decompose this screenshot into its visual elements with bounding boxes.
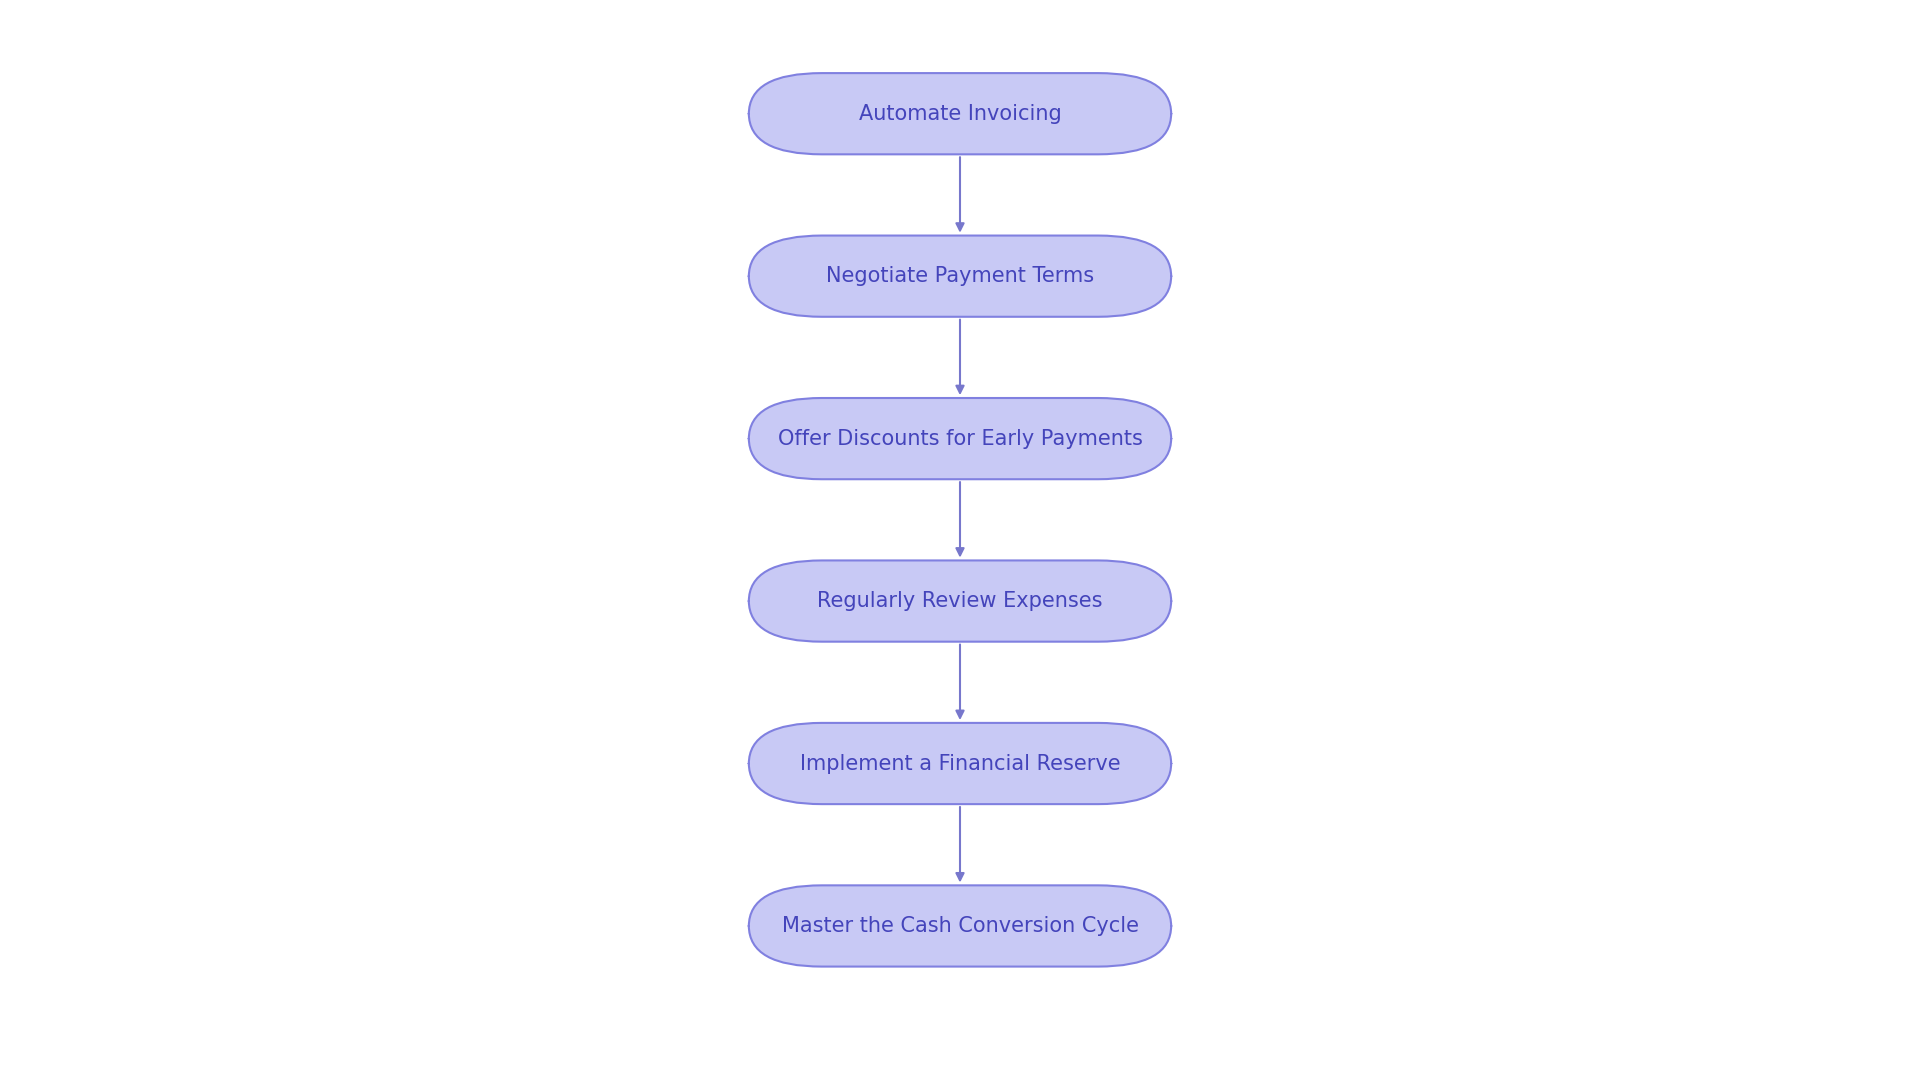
Text: Implement a Financial Reserve: Implement a Financial Reserve bbox=[801, 754, 1119, 773]
Text: Automate Invoicing: Automate Invoicing bbox=[858, 104, 1062, 123]
Text: Regularly Review Expenses: Regularly Review Expenses bbox=[818, 591, 1102, 611]
Text: Offer Discounts for Early Payments: Offer Discounts for Early Payments bbox=[778, 429, 1142, 448]
FancyBboxPatch shape bbox=[749, 561, 1171, 641]
Text: Master the Cash Conversion Cycle: Master the Cash Conversion Cycle bbox=[781, 916, 1139, 936]
FancyBboxPatch shape bbox=[749, 236, 1171, 317]
Text: Negotiate Payment Terms: Negotiate Payment Terms bbox=[826, 266, 1094, 286]
FancyBboxPatch shape bbox=[749, 886, 1171, 967]
FancyBboxPatch shape bbox=[749, 399, 1171, 479]
FancyBboxPatch shape bbox=[749, 74, 1171, 155]
FancyBboxPatch shape bbox=[749, 723, 1171, 804]
